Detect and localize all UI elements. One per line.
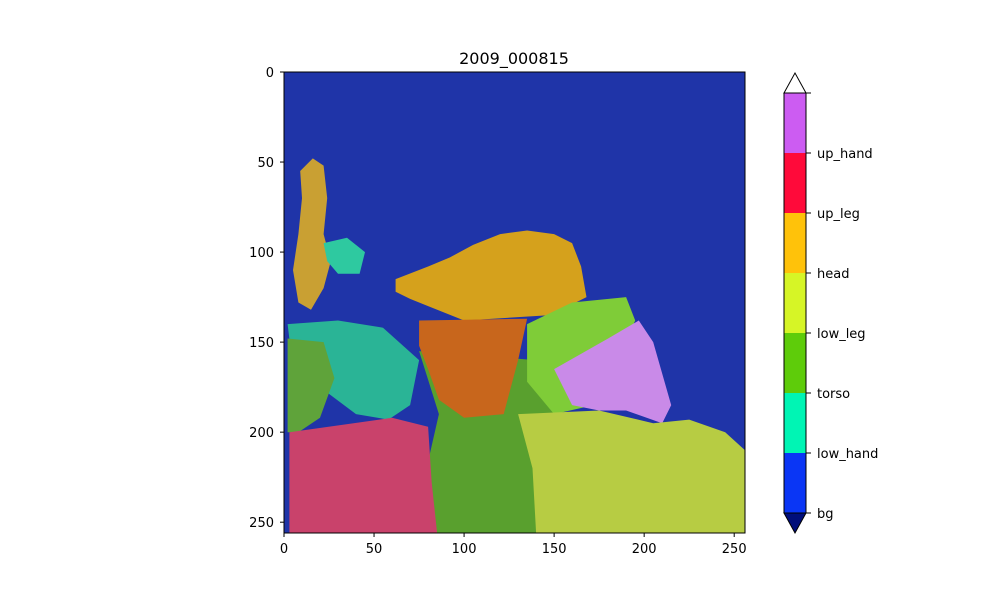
chart-title: 2009_000815	[459, 49, 569, 69]
colorbar-band	[784, 93, 806, 153]
segment-up_leg	[293, 158, 331, 310]
segment-up_leg	[419, 318, 528, 418]
x-tick-label: 150	[542, 542, 567, 557]
segment-up_leg	[395, 230, 587, 321]
colorbar-tick-label: up_leg	[817, 207, 860, 222]
x-axis: 0 50 100 150 200 250	[280, 533, 747, 557]
colorbar-band	[784, 453, 806, 513]
segment-up_hand	[554, 320, 672, 424]
colorbar-tick-label: head	[817, 267, 849, 282]
colorbar-frame	[783, 92, 807, 514]
y-tick-label: 50	[257, 156, 274, 171]
colorbar-band	[784, 153, 806, 213]
y-tick-label: 100	[249, 246, 274, 261]
y-tick-label: 150	[249, 336, 274, 351]
colorbar-tick-label: low_leg	[817, 327, 866, 342]
colorbar-tick-label: up_hand	[817, 147, 873, 162]
segment-head	[518, 410, 745, 533]
colorbar-extend-low	[783, 512, 807, 535]
segment-low_leg	[287, 338, 335, 433]
x-tick-label: 0	[280, 542, 288, 557]
y-axis: 0 50 100 150 200 250	[249, 66, 284, 531]
segment-up_hand	[289, 417, 438, 533]
y-tick-label: 0	[266, 66, 274, 81]
image-frame	[283, 71, 746, 534]
colorbar-band	[784, 393, 806, 453]
colorbar-tick-label: torso	[817, 387, 850, 402]
colorbar-extend-high	[783, 71, 807, 94]
colorbar: bg low_hand torso low_leg head up_leg up_hand	[783, 71, 878, 535]
colorbar-tick-label: bg	[817, 507, 834, 522]
x-tick-label: 100	[452, 542, 477, 557]
colorbar-tick-label: low_hand	[817, 447, 878, 462]
x-tick-label: 250	[722, 542, 747, 557]
colorbar-band	[784, 273, 806, 333]
colorbar-band	[784, 213, 806, 273]
y-tick-label: 200	[249, 426, 274, 441]
colorbar-band	[784, 333, 806, 393]
segment-low_hand	[323, 237, 365, 274]
x-tick-label: 50	[366, 542, 383, 557]
x-tick-label: 200	[632, 542, 657, 557]
y-tick-label: 250	[249, 516, 274, 531]
segmentation-image	[284, 72, 745, 533]
